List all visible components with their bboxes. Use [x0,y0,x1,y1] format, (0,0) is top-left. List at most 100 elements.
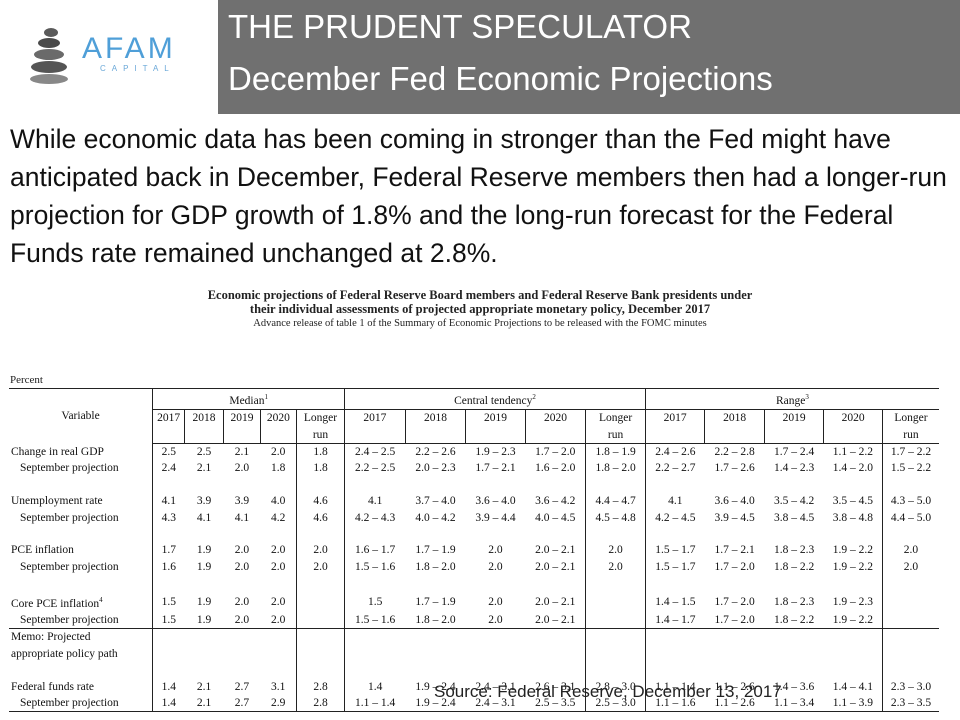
spacer-cell [260,477,296,493]
table-cell: 2.0 [881,558,939,576]
table-cell: 3.8 – 4.8 [832,511,873,524]
table-cell: 2.4 – 3.1 [465,694,526,713]
spacer-cell [185,526,224,542]
spacer-cell [824,575,883,591]
year-header: 2019 [763,409,824,445]
table-cell: 2.1 [196,680,212,693]
table-cell: 3.9 – 4.5 [714,511,755,524]
table-cell: 4.3 [152,509,185,527]
table-cell: 1.5 – 1.7 [644,558,705,576]
table-cell: 1.4 – 4.1 [832,680,873,693]
table-cell: 1.7 – 2.0 [535,446,576,459]
spacer-cell [185,477,224,493]
spacer-cell [881,575,939,592]
table-cell: 3.9 [196,495,212,508]
table-row: Unemployment rate 4.1 3.9 3.9 4.0 4.6 4.1 3.7 –… [9,493,939,510]
table-row: PCE inflation 1.7 1.9 2.0 2.0 2.0 1.6 – 1.7 1.7… [9,542,939,559]
spacer-cell [525,477,586,493]
table-cell: 4.0 [270,495,286,508]
spacer-cell [344,662,406,679]
table-cell: 2.0 [295,542,345,559]
spacer-cell [644,575,705,592]
table-cell: 1.8 [295,460,345,477]
table-cell: 3.1 [270,680,286,693]
table-cell: 4.1 [234,511,250,524]
table-cell: 2.2 – 2.6 [415,446,456,459]
year-header: 2017 [152,409,185,445]
table-cell: 2.0 [234,560,250,573]
stone-icon [30,74,68,84]
spacer-cell [152,575,185,592]
longer-run-header: Longer [295,409,345,427]
spacer-cell [223,628,261,646]
spacer-cell [152,526,185,543]
longer-run-header: Longer [585,409,646,427]
year-header: 2020 [259,409,297,445]
spacer-cell [9,477,153,493]
spacer-cell [525,628,586,646]
table-cell: 1.4 – 2.3 [773,462,815,475]
spacer-cell [9,575,153,591]
spacer-cell [152,628,185,646]
longer-run-header: Longer [881,409,939,427]
table-cell: 4.5 – 4.8 [585,509,646,527]
table-cell: 2.4 – 2.5 [344,443,406,461]
table-cell: 2.5 [152,443,185,461]
spacer-cell [9,526,153,542]
year-header: 2018 [184,409,224,445]
table-cell: 1.4 – 1.7 [644,611,705,629]
spacer-cell [705,662,765,678]
table-cell: 1.6 – 1.7 [344,542,406,559]
table-cell [585,611,646,629]
table-cell: 2.0 [488,544,503,557]
year-header: 2018 [404,409,466,445]
spacer-cell [295,476,345,494]
table-cell: 1.1 – 1.4 [644,678,705,695]
table-cell: 1.8 – 2.0 [415,613,456,626]
table-cell: 4.0 – 4.5 [535,511,576,524]
table-cell: 1.8 – 2.3 [773,595,815,608]
variable-header: Variable [9,387,153,444]
spacer-cell [881,476,939,494]
year-header: 2019 [223,409,261,445]
spacer-cell [224,646,261,662]
table-cell: 4.6 [295,509,345,527]
table-subtitle: Advance release of table 1 of the Summar… [253,318,707,329]
memo-row: Memo: Projected [9,628,939,646]
spacer-cell [823,628,883,646]
spacer-cell [405,575,466,591]
table-cell: 2.7 [223,694,261,713]
year-header: 2018 [704,409,765,445]
table-cell [295,591,345,612]
spacer-cell [585,476,646,494]
row-label: September projection [20,462,119,475]
table-cell: 1.5 – 1.6 [344,558,406,576]
table-cell: 2.2 – 2.8 [714,446,755,459]
spacer-cell [585,645,646,663]
spacer-cell [344,645,406,663]
table-cell: 1.8 [270,462,286,475]
table-cell: 1.1 – 1.4 [344,694,406,713]
spacer-cell [465,628,526,646]
table-cell: 1.8 – 1.9 [585,443,646,461]
spacer-cell [824,662,883,678]
spacer-cell [585,662,646,679]
table-cell: 2.0 – 2.3 [415,462,456,475]
spacer-cell [764,477,824,493]
spacer-cell [881,628,939,646]
spacer-cell [260,646,296,662]
table-cell: 4.0 – 4.2 [415,511,456,524]
table-cell: 2.0 – 2.1 [535,560,576,573]
spacer-cell [184,628,224,646]
stone-icon [38,38,60,48]
table-cell: 2.0 [488,560,503,573]
table-cell: 1.9 [196,595,212,608]
spacer-cell [405,646,466,662]
year-header: 2019 [465,409,526,445]
table-cell: 1.7 – 2.2 [881,443,939,461]
table-cell: 1.7 – 2.4 [773,446,815,459]
table-cell: 1.8 – 2.0 [585,460,646,477]
spacer-cell [405,628,466,646]
spacer-cell [152,662,185,679]
table-cell: 3.5 – 4.2 [773,495,815,508]
